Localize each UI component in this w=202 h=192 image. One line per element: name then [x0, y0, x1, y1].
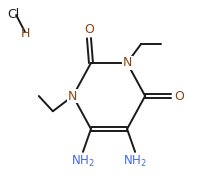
Text: NH$_2$: NH$_2$ — [71, 154, 95, 170]
Text: O: O — [84, 23, 94, 36]
Text: H: H — [21, 27, 31, 40]
Text: N: N — [68, 89, 78, 103]
Text: N: N — [122, 56, 132, 70]
Text: Cl: Cl — [8, 7, 20, 21]
Text: O: O — [174, 89, 184, 103]
Text: NH$_2$: NH$_2$ — [123, 154, 147, 170]
